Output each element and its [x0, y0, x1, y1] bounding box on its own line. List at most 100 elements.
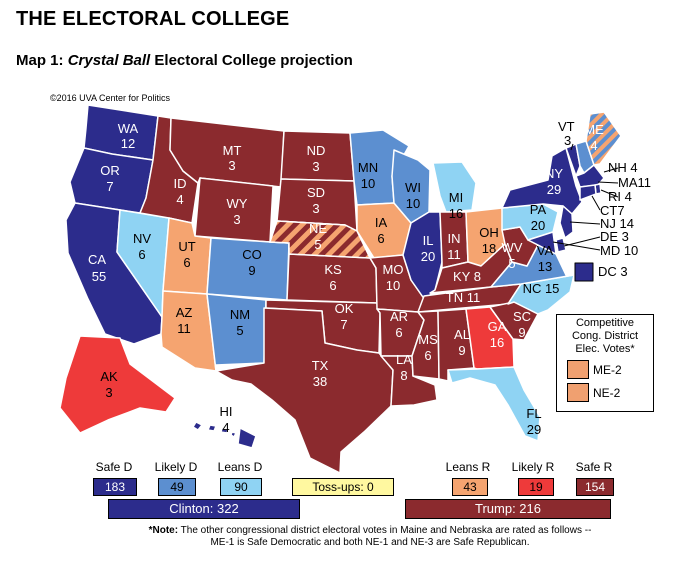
state-label-de: DE 3: [600, 229, 629, 244]
state-abbr-al: AL: [454, 327, 470, 342]
trump-total: Trump: 216: [405, 499, 611, 519]
state-abbr-oh: OH: [479, 225, 499, 240]
state-abbr-ok: OK: [335, 301, 354, 316]
state-abbr-in: IN: [448, 231, 461, 246]
state-abbr-wi: WI: [405, 180, 421, 195]
state-ev-pa: 20: [531, 218, 545, 233]
legend-likely-d-label: Likely D: [154, 460, 198, 474]
state-label-nc: NC 15: [523, 281, 560, 296]
clinton-total: Clinton: 322: [108, 499, 300, 519]
state-label-md: MD 10: [600, 243, 638, 258]
state-abbr-ut: UT: [178, 239, 195, 254]
state-ev-al: 9: [458, 343, 465, 358]
state-ev-or: 7: [106, 179, 113, 194]
state-abbr-co: CO: [242, 247, 262, 262]
state-label-tn: TN 11: [446, 290, 480, 305]
legend-likely-r-label: Likely R: [511, 460, 555, 474]
state-label-nj: NJ 14: [600, 216, 634, 231]
state-ev-co: 9: [248, 263, 255, 278]
cd-title-line3: Elec. Votes*: [575, 343, 635, 355]
state-abbr-az: AZ: [176, 305, 193, 320]
state-abbr-mt: MT: [223, 143, 242, 158]
state-ev-mn: 10: [361, 176, 375, 191]
state-ev-oh: 18: [482, 241, 496, 256]
state-ev-vt: 3: [564, 133, 571, 148]
state-ev-ok: 7: [340, 317, 347, 332]
state-abbr-wv: WV: [502, 240, 523, 255]
state-label-dc: DC 3: [598, 264, 628, 279]
state-abbr-ar: AR: [390, 309, 408, 324]
cd-row-me2: ME-2: [567, 360, 653, 379]
state-ev-ne: 5: [314, 237, 321, 252]
state-ev-in: 11: [447, 247, 461, 262]
state-abbr-ks: KS: [324, 262, 342, 277]
state-ev-ar: 6: [395, 325, 402, 340]
state-abbr-ak: AK: [100, 369, 118, 384]
state-abbr-or: OR: [100, 163, 120, 178]
legend-leans-r-label: Leans R: [445, 460, 491, 474]
state-label-ct: CT7: [600, 203, 625, 218]
state-ev-fl: 29: [527, 422, 541, 437]
state-ev-wa: 12: [121, 136, 135, 151]
state-abbr-mo: MO: [383, 262, 404, 277]
state-abbr-ca: CA: [88, 252, 106, 267]
state-abbr-sc: SC: [513, 309, 531, 324]
state-ev-sd: 3: [312, 201, 319, 216]
state-ev-mt: 3: [228, 158, 235, 173]
state-abbr-ny: NY: [545, 166, 563, 181]
state-ev-il: 20: [421, 249, 435, 264]
state-abbr-wy: WY: [227, 196, 248, 211]
state-abbr-nm: NM: [230, 307, 250, 322]
state-label-ri: RI 4: [608, 189, 632, 204]
state-abbr-fl: FL: [526, 406, 541, 421]
state-fl: [447, 366, 541, 442]
state-ev-az: 11: [177, 321, 191, 336]
state-abbr-la: LA: [396, 352, 412, 367]
state-abbr-id: ID: [174, 176, 187, 191]
state-ev-me: 4: [590, 138, 597, 153]
state-ct: [579, 184, 597, 201]
subtitle-prefix: Map 1:: [16, 52, 68, 69]
legend-likely-d-value: 49: [158, 478, 196, 496]
state-ev-nd: 3: [312, 159, 319, 174]
state-abbr-ia: IA: [375, 215, 388, 230]
state-ev-ak: 3: [105, 385, 112, 400]
state-ev-wi: 10: [406, 196, 420, 211]
state-label-ma: MA11: [618, 175, 651, 190]
state-abbr-nv: NV: [133, 231, 151, 246]
state-de: [555, 237, 567, 253]
legend-leans-d-value: 90: [220, 478, 262, 496]
state-ny: [501, 147, 583, 215]
page-title: THE ELECTORAL COLLEGE: [16, 8, 290, 30]
legend-safe-d-label: Safe D: [95, 460, 133, 474]
state-abbr-wa: WA: [118, 121, 139, 136]
state-ev-nv: 6: [138, 247, 145, 262]
state-md: [527, 231, 557, 255]
state-label-ky: KY 8: [453, 269, 481, 284]
copyright-notice: ©2016 UVA Center for Politics: [50, 93, 171, 103]
legend-leans-r-value: 43: [452, 478, 488, 496]
leans-r-swatch: [567, 383, 589, 402]
state-dc: [574, 262, 594, 282]
cd-item-me2: ME-2: [593, 362, 622, 377]
leans-r-swatch: [567, 360, 589, 379]
state-ev-nm: 5: [236, 323, 243, 338]
state-abbr-va: VA: [537, 243, 554, 258]
state-mi: [432, 161, 477, 213]
state-abbr-hi: HI: [220, 404, 233, 419]
state-abbr-nd: ND: [307, 143, 326, 158]
map-subtitle: Map 1: Crystal Ball Electoral College pr…: [16, 52, 353, 69]
state-ev-la: 8: [400, 368, 407, 383]
state-ev-ut: 6: [183, 255, 190, 270]
state-ev-va: 13: [538, 259, 552, 274]
state-abbr-tx: TX: [312, 358, 329, 373]
legend-leans-d-label: Leans D: [217, 460, 263, 474]
state-hi: [192, 421, 257, 449]
state-abbr-me: ME: [584, 122, 604, 137]
cd-row-ne2: NE-2: [567, 383, 653, 402]
state-abbr-vt: VT: [558, 119, 575, 134]
state-nm: [206, 293, 267, 372]
subtitle-italic: Crystal Ball: [67, 52, 151, 69]
state-ev-ca: 55: [92, 269, 106, 284]
